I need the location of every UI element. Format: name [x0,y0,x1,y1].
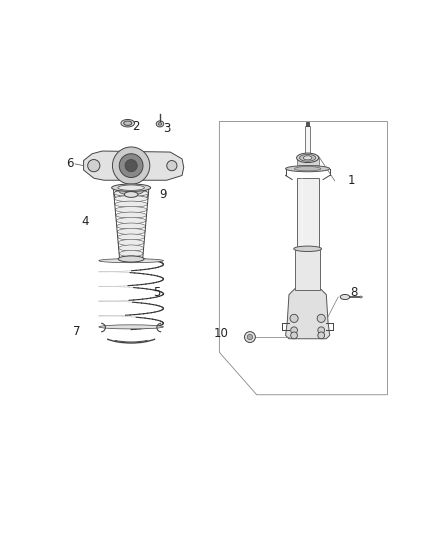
Text: 8: 8 [350,286,357,300]
Text: 4: 4 [81,215,89,228]
Ellipse shape [286,166,330,172]
Ellipse shape [294,166,321,171]
Circle shape [88,159,100,172]
Ellipse shape [121,119,134,127]
Ellipse shape [117,229,145,235]
Ellipse shape [116,217,146,224]
Circle shape [119,154,143,177]
Ellipse shape [158,123,162,125]
Ellipse shape [304,156,312,160]
Polygon shape [84,151,184,180]
Ellipse shape [116,212,147,218]
Text: 1: 1 [348,174,356,188]
Circle shape [125,159,137,172]
Circle shape [167,160,177,171]
Ellipse shape [294,246,321,252]
Ellipse shape [119,189,143,199]
Circle shape [247,334,253,340]
Circle shape [290,314,298,322]
Ellipse shape [99,325,163,329]
Ellipse shape [118,234,145,240]
Circle shape [291,332,297,339]
Ellipse shape [117,223,145,229]
Ellipse shape [119,251,143,256]
Circle shape [318,332,325,339]
Polygon shape [295,249,320,289]
Ellipse shape [360,296,362,298]
Text: 9: 9 [159,188,167,201]
Text: 5: 5 [153,286,160,300]
Ellipse shape [118,185,145,190]
Ellipse shape [115,201,148,207]
Polygon shape [305,126,311,154]
Ellipse shape [119,245,144,251]
Text: 10: 10 [214,327,229,340]
FancyBboxPatch shape [297,158,318,165]
Ellipse shape [114,196,148,201]
Ellipse shape [118,256,144,262]
Text: 2: 2 [132,120,140,133]
Polygon shape [297,177,318,249]
Polygon shape [306,122,309,126]
Ellipse shape [113,184,149,191]
Ellipse shape [156,121,164,127]
Circle shape [291,327,297,334]
Ellipse shape [118,239,144,246]
Ellipse shape [99,259,163,263]
Ellipse shape [112,184,151,191]
Text: 3: 3 [163,122,170,135]
Text: 6: 6 [66,157,74,171]
Circle shape [318,327,325,334]
Ellipse shape [300,155,316,161]
Circle shape [113,147,150,184]
Ellipse shape [119,188,143,195]
Ellipse shape [115,207,147,213]
Ellipse shape [340,294,350,300]
Ellipse shape [297,153,319,163]
Ellipse shape [120,256,143,262]
Ellipse shape [124,191,138,197]
Polygon shape [286,288,330,339]
Ellipse shape [124,121,132,125]
Circle shape [244,332,255,343]
Text: 7: 7 [73,326,81,338]
Ellipse shape [114,188,148,201]
Ellipse shape [114,190,148,196]
Circle shape [317,314,325,322]
